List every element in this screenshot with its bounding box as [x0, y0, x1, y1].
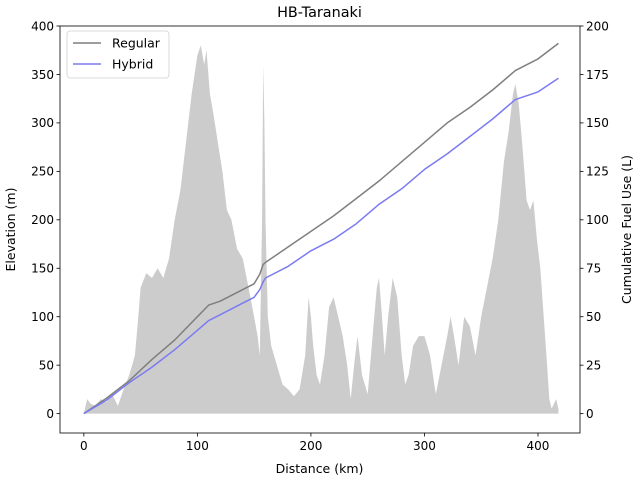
x-tick-label: 100 — [186, 439, 209, 453]
x-axis-label: Distance (km) — [276, 461, 364, 476]
elevation-layer — [83, 45, 559, 414]
plot-frame — [59, 25, 581, 434]
y-left-tick-label: 400 — [31, 19, 54, 33]
y-right-tick-label: 175 — [586, 68, 609, 82]
series-line-hybrid — [83, 77, 559, 415]
elevation-area — [83, 45, 559, 414]
y-left-tick-label: 250 — [31, 165, 54, 179]
y-left-tick-label: 300 — [31, 116, 54, 130]
y-left-tick-label: 200 — [31, 213, 54, 227]
legend-label-regular: Regular — [112, 36, 161, 51]
y-left-tick-label: 150 — [31, 262, 54, 276]
chart-title: HB-Taranaki — [277, 5, 362, 21]
legend: Regular Hybrid — [66, 30, 170, 79]
series-line-regular — [83, 42, 559, 415]
y-left-tick-label: 350 — [31, 68, 54, 82]
y-right-tick-label: 75 — [586, 262, 601, 276]
x-tick-label: 300 — [413, 439, 436, 453]
y-right-tick-label: 25 — [586, 358, 601, 372]
legend-label-hybrid: Hybrid — [112, 57, 153, 72]
y-right-tick-label: 50 — [586, 310, 601, 324]
x-tick-label: 0 — [80, 439, 88, 453]
y-axis-label-right: Cumulative Fuel Use (L) — [619, 155, 634, 304]
y-right-tick-label: 100 — [586, 213, 609, 227]
y-right-tick-label: 0 — [586, 407, 594, 421]
fuel-lines-layer — [83, 42, 559, 415]
y-left-tick-label: 0 — [46, 407, 54, 421]
y-left-tick-label: 100 — [31, 310, 54, 324]
axes-layer: 0 100 200 300 400 0 50 100 150 200 250 300 350 400 0 25… — [31, 19, 609, 453]
x-tick-label: 400 — [527, 439, 550, 453]
y-left-tick-label: 50 — [39, 358, 54, 372]
y-right-tick-label: 125 — [586, 165, 609, 179]
y-axis-label-left: Elevation (m) — [3, 188, 18, 272]
y-right-tick-label: 150 — [586, 116, 609, 130]
y-right-tick-label: 200 — [586, 19, 609, 33]
x-tick-label: 200 — [299, 439, 322, 453]
